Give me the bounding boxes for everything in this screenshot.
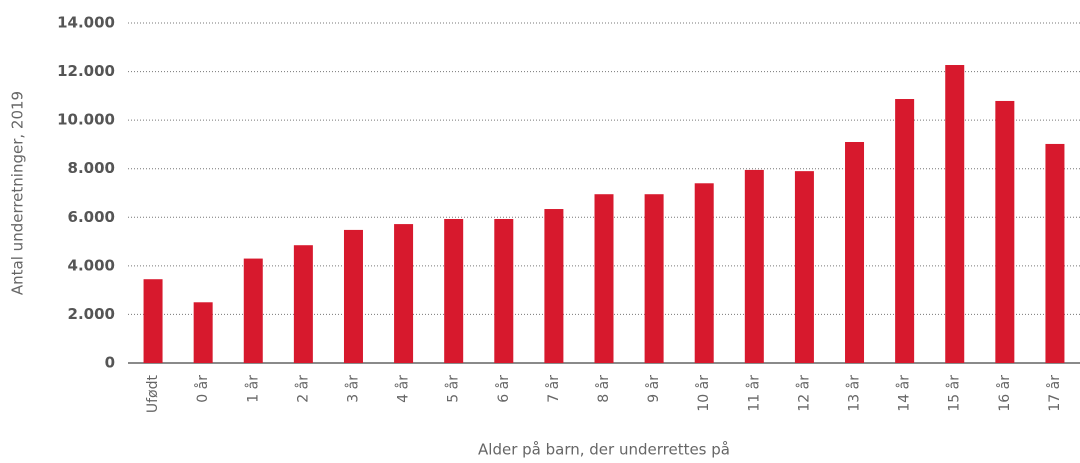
x-tick-label: 3 år — [344, 375, 361, 403]
y-tick-label: 4.000 — [68, 256, 115, 274]
bar — [243, 258, 263, 363]
x-tick-label: 12 år — [795, 375, 812, 412]
y-tick-label: 8.000 — [68, 159, 115, 177]
y-tick-label: 12.000 — [57, 62, 115, 80]
bar — [494, 218, 514, 363]
x-tick-label: 9 år — [645, 375, 662, 403]
x-tick-label: 17 år — [1046, 375, 1063, 412]
bar — [544, 209, 564, 363]
y-tick-label: 0 — [105, 354, 115, 372]
bar — [845, 142, 865, 363]
y-tick-label: 6.000 — [68, 208, 115, 226]
bar — [895, 99, 915, 363]
y-tick-label: 10.000 — [57, 111, 115, 129]
x-tick-label: 10 år — [695, 375, 712, 412]
x-tick-label: 8 år — [595, 375, 612, 403]
y-tick-label: 14.000 — [57, 14, 115, 32]
x-tick-label: 7 år — [545, 375, 562, 403]
bar — [594, 194, 614, 363]
bar — [444, 218, 464, 363]
x-tick-label: 4 år — [395, 375, 412, 403]
x-tick-label: 13 år — [846, 375, 863, 412]
bar — [293, 245, 313, 363]
y-axis-title: Antal underretninger, 2019 — [9, 91, 27, 295]
bar — [744, 169, 764, 363]
bar — [143, 279, 163, 363]
bar — [694, 183, 714, 363]
x-tick-label: 16 år — [996, 375, 1013, 412]
bar — [945, 65, 965, 363]
bar — [1045, 143, 1065, 363]
y-tick-label: 2.000 — [68, 305, 115, 323]
bar — [343, 229, 363, 363]
bar — [644, 194, 664, 363]
x-tick-label: Ufødt — [145, 374, 161, 413]
x-tick-label: 0 år — [194, 375, 211, 403]
bar — [394, 224, 414, 363]
x-tick-label: 2 år — [294, 375, 311, 403]
x-tick-label: 14 år — [896, 375, 913, 412]
x-tick-label: 15 år — [946, 375, 963, 412]
bar — [193, 302, 213, 363]
x-axis-title: Alder på barn, der underrettes på — [478, 441, 730, 459]
bar — [995, 100, 1015, 363]
x-tick-label: 5 år — [445, 375, 462, 403]
x-tick-label: 6 år — [495, 375, 512, 403]
bar — [794, 171, 814, 363]
x-tick-label: 11 år — [745, 375, 762, 412]
x-tick-label: 1 år — [244, 375, 261, 403]
